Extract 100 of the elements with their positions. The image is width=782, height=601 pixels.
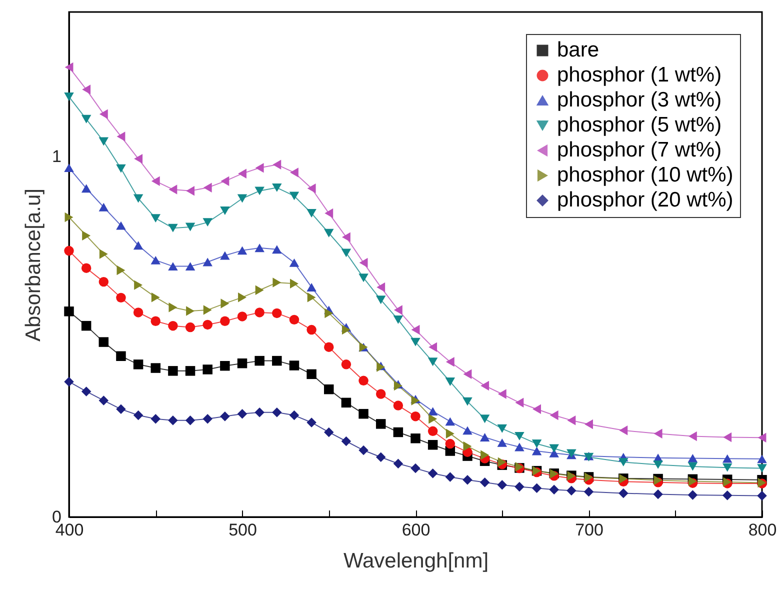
x-tick-label: 700 bbox=[575, 520, 604, 540]
point bbox=[220, 176, 230, 186]
point bbox=[64, 212, 74, 222]
point bbox=[376, 282, 386, 292]
point bbox=[185, 322, 196, 332]
point bbox=[688, 462, 698, 471]
legend-label: bare bbox=[557, 38, 600, 62]
point bbox=[64, 376, 74, 387]
point bbox=[463, 441, 472, 452]
point bbox=[358, 445, 368, 456]
point bbox=[289, 410, 300, 420]
point bbox=[272, 278, 282, 288]
point bbox=[116, 404, 126, 414]
point bbox=[497, 480, 507, 490]
point bbox=[255, 285, 264, 295]
point bbox=[480, 433, 490, 442]
point bbox=[722, 490, 732, 500]
point bbox=[237, 194, 248, 203]
point bbox=[515, 398, 524, 408]
point bbox=[98, 276, 109, 287]
point bbox=[428, 414, 438, 424]
point bbox=[116, 132, 126, 142]
point bbox=[324, 342, 334, 352]
point bbox=[306, 283, 316, 292]
point bbox=[480, 450, 490, 460]
y-axis-title: Absorbance[a.u] bbox=[22, 188, 46, 342]
point bbox=[324, 308, 334, 318]
point bbox=[81, 263, 92, 273]
point bbox=[428, 440, 438, 450]
point bbox=[289, 360, 300, 370]
x-tick-label: 800 bbox=[748, 520, 777, 540]
point bbox=[150, 316, 160, 326]
legend-label: phosphor (1 wt%) bbox=[557, 64, 722, 86]
point bbox=[584, 486, 594, 497]
point bbox=[410, 433, 420, 444]
point bbox=[342, 324, 350, 335]
point bbox=[99, 249, 108, 259]
point bbox=[307, 184, 316, 194]
point bbox=[758, 432, 766, 443]
point bbox=[618, 488, 628, 498]
legend-label: phosphor (10 wt%) bbox=[557, 164, 734, 186]
point bbox=[168, 320, 178, 331]
point bbox=[168, 184, 178, 194]
point bbox=[446, 357, 454, 367]
point bbox=[757, 464, 767, 473]
point bbox=[237, 358, 248, 368]
point bbox=[116, 221, 126, 230]
point bbox=[220, 298, 230, 308]
point bbox=[272, 183, 282, 192]
point bbox=[376, 419, 386, 429]
point bbox=[480, 414, 490, 424]
point bbox=[514, 432, 524, 440]
point bbox=[150, 256, 160, 264]
point bbox=[81, 114, 92, 124]
point bbox=[654, 428, 662, 439]
legend-label: phosphor (7 wt%) bbox=[557, 138, 722, 162]
point bbox=[186, 186, 194, 196]
point bbox=[532, 440, 542, 448]
point bbox=[376, 452, 386, 462]
point bbox=[202, 218, 212, 227]
point bbox=[567, 415, 576, 426]
point bbox=[254, 356, 264, 366]
point bbox=[290, 168, 298, 178]
point bbox=[342, 232, 350, 242]
point bbox=[619, 426, 628, 436]
point bbox=[168, 262, 178, 271]
point bbox=[410, 463, 420, 474]
point bbox=[150, 363, 160, 373]
point bbox=[81, 184, 92, 193]
point bbox=[410, 411, 420, 422]
point bbox=[238, 292, 246, 302]
point bbox=[254, 186, 264, 196]
point bbox=[150, 214, 160, 223]
x-tick-label: 600 bbox=[402, 520, 430, 540]
point bbox=[394, 305, 402, 315]
point bbox=[185, 415, 196, 426]
point bbox=[116, 351, 126, 361]
point bbox=[359, 258, 368, 268]
point bbox=[393, 458, 404, 468]
point bbox=[428, 407, 438, 416]
point bbox=[514, 482, 524, 492]
legend-label: phosphor (3 wt%) bbox=[557, 88, 722, 112]
point bbox=[341, 248, 352, 258]
legend-label: phosphor (5 wt%) bbox=[557, 114, 722, 136]
point bbox=[220, 206, 230, 215]
point bbox=[186, 306, 194, 316]
point bbox=[376, 389, 386, 399]
point bbox=[134, 154, 143, 164]
point bbox=[307, 292, 316, 302]
point bbox=[64, 246, 74, 256]
point bbox=[480, 478, 490, 488]
point bbox=[82, 230, 91, 241]
point bbox=[220, 360, 230, 371]
x-tick-label: 500 bbox=[228, 520, 257, 540]
point bbox=[532, 483, 542, 494]
point bbox=[411, 324, 420, 335]
point bbox=[757, 490, 767, 501]
point bbox=[393, 400, 404, 410]
point bbox=[324, 384, 334, 394]
point bbox=[532, 404, 541, 414]
